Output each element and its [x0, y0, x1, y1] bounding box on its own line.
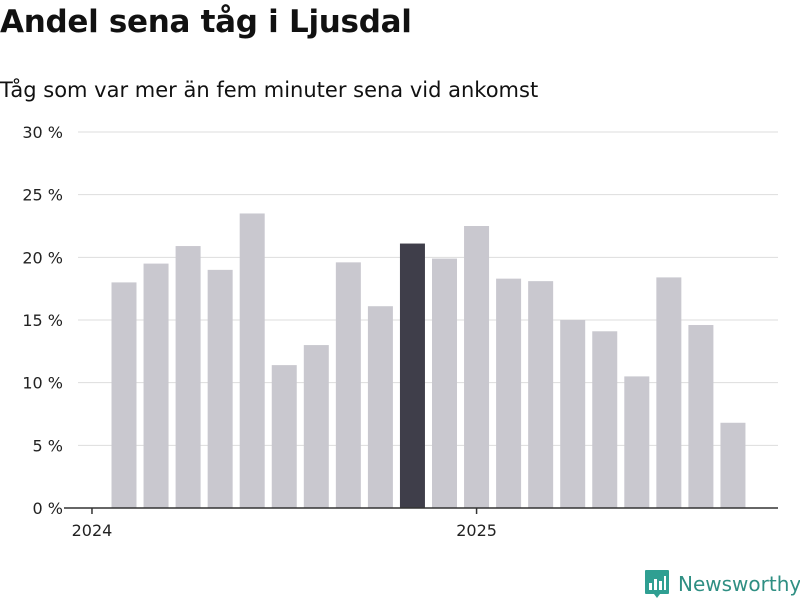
bar-2025-01	[496, 278, 522, 508]
bar-2024-07	[303, 345, 329, 508]
bar-2024-04	[207, 269, 233, 508]
bar-2024-02	[143, 263, 169, 508]
y-tick-label: 30 %	[22, 123, 63, 142]
bar-2024-03	[175, 246, 201, 508]
x-tick-label: 2024	[72, 521, 113, 540]
bar-2024-10	[399, 243, 425, 508]
x-tick-label: 2025	[456, 521, 497, 540]
brand-name: Newsworthy	[678, 572, 800, 596]
bar-2024-05	[239, 213, 265, 508]
chart-title: Andel sena tåg i Ljusdal	[0, 4, 412, 40]
y-tick-label: 15 %	[22, 311, 63, 330]
x-axis: 2024 2025	[64, 507, 778, 540]
bar-2024-08	[335, 262, 361, 508]
bar-2024-09	[367, 306, 393, 508]
bars	[111, 213, 746, 508]
y-tick-label: 25 %	[22, 186, 63, 205]
y-tick-label: 20 %	[22, 248, 63, 267]
y-tick-label: 0 %	[33, 499, 63, 518]
bar-2025-02	[528, 281, 554, 508]
bar-2024-01	[111, 282, 137, 508]
bar-2025-06	[656, 277, 682, 508]
y-tick-label: 5 %	[33, 436, 63, 455]
newsworthy-logo-icon	[645, 570, 669, 598]
bar-2024-11	[432, 258, 457, 508]
bar-2024-06	[271, 365, 297, 508]
bar-2025-05	[624, 376, 650, 508]
brand-logo: Newsworthy	[644, 568, 800, 600]
chart-subtitle: Tåg som var mer än fem minuter sena vid …	[0, 78, 539, 102]
bar-2025-04	[592, 331, 618, 508]
bar-2025-07	[688, 325, 714, 508]
y-axis-labels: 0 % 5 % 10 % 15 % 20 % 25 % 30 %	[22, 123, 63, 518]
bar-2025-08	[720, 422, 746, 508]
y-tick-label: 10 %	[22, 374, 63, 393]
bar-2024-12	[464, 226, 490, 508]
bar-2025-03	[560, 320, 586, 508]
